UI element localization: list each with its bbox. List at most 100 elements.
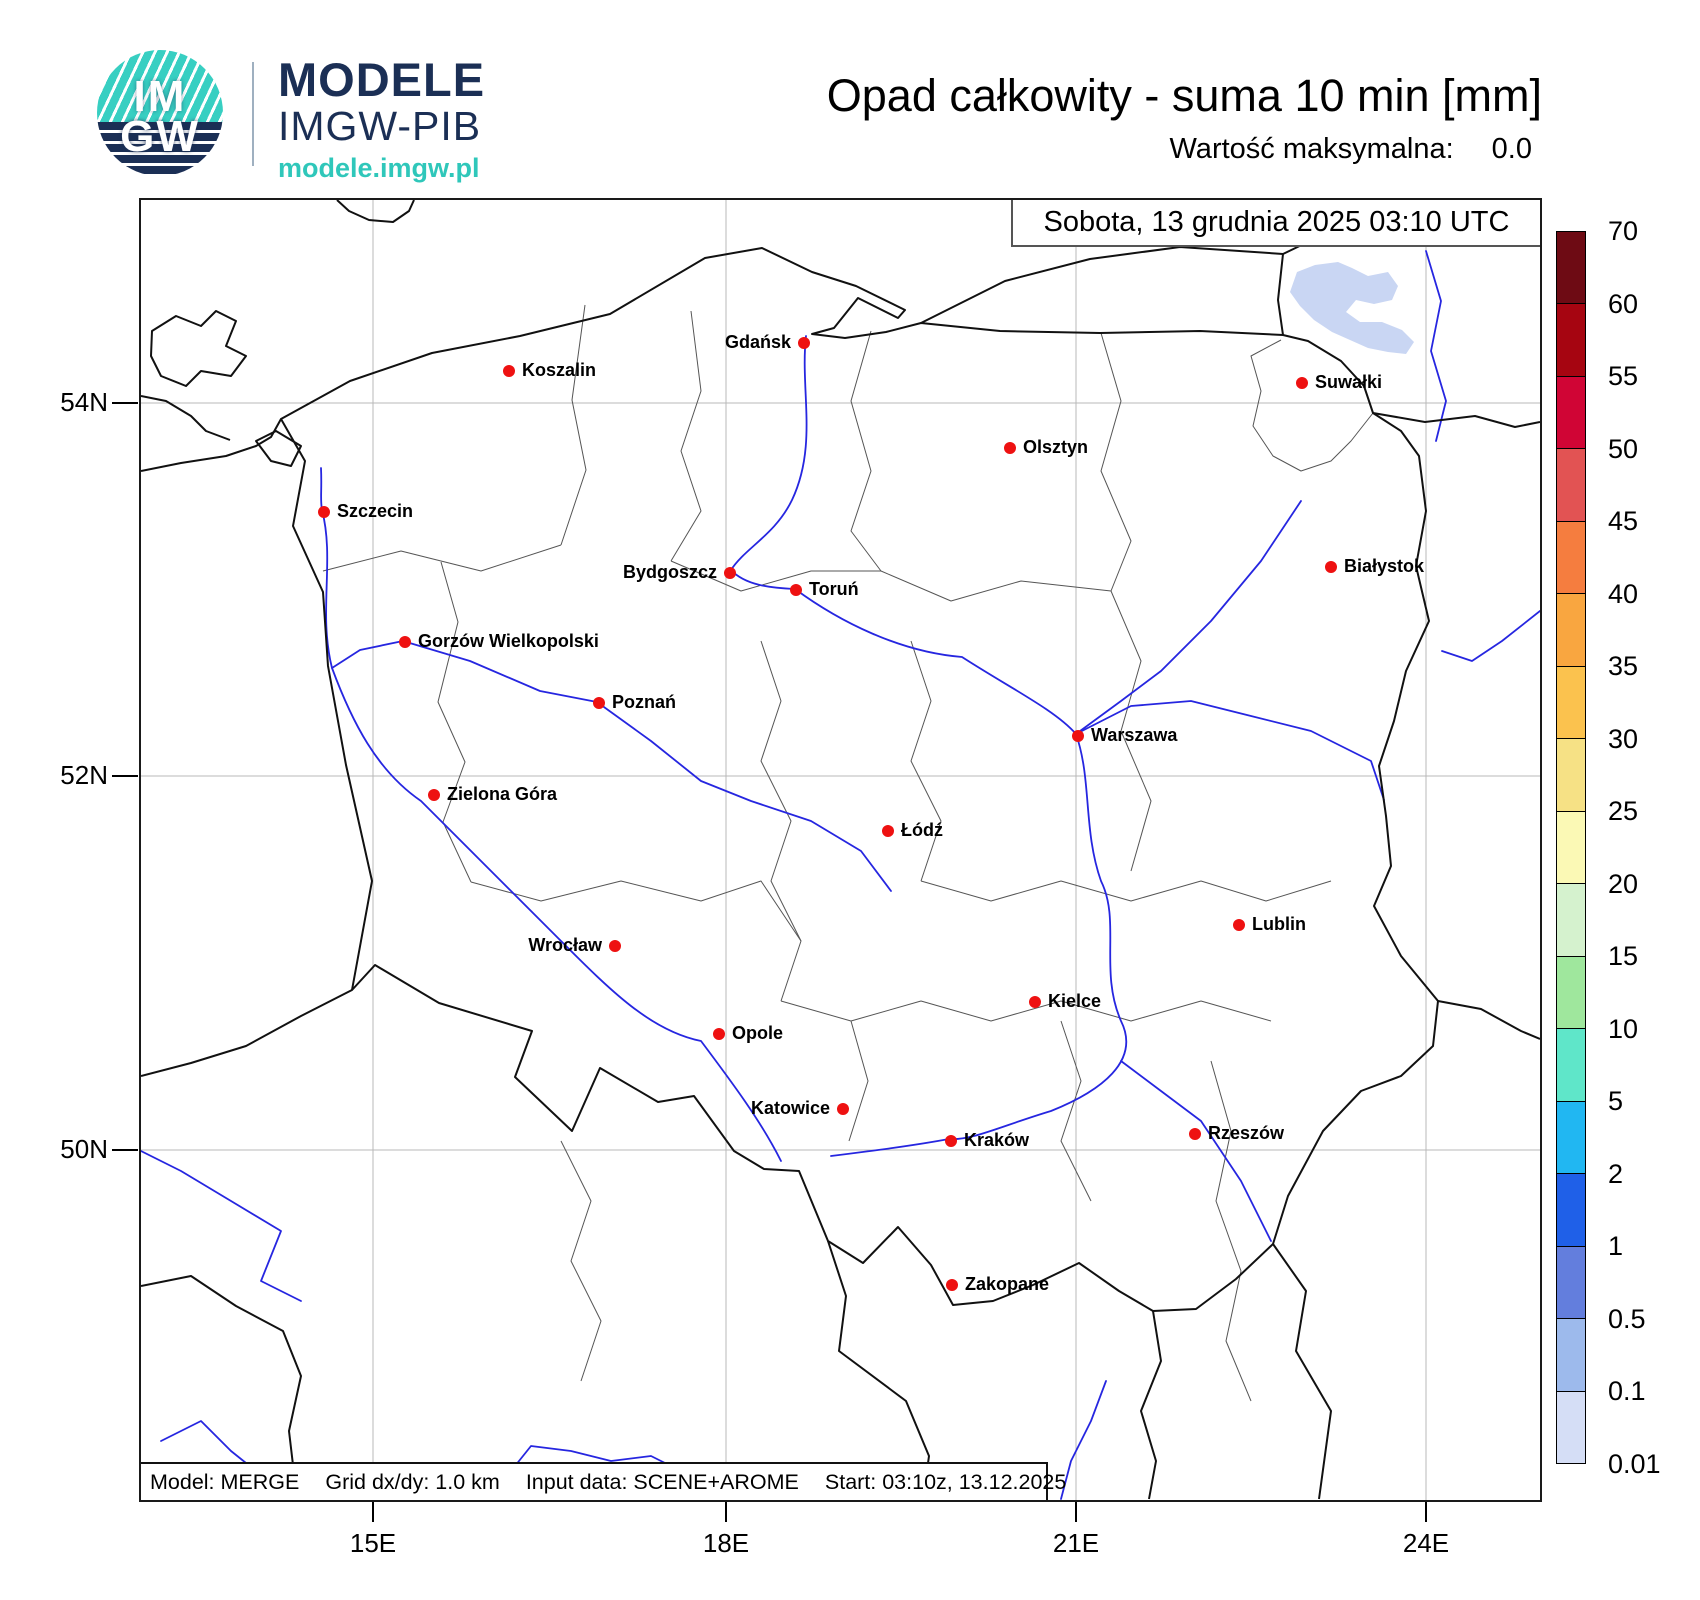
lat-tick-mark — [112, 1149, 138, 1151]
brand-subtitle: IMGW-PIB — [278, 102, 482, 149]
page-title: Opad całkowity - suma 10 min [mm] — [826, 70, 1542, 121]
colorbar-segment — [1557, 521, 1585, 595]
city-label: Warszawa — [1091, 725, 1178, 745]
lon-tick-label: 21E — [1052, 1528, 1100, 1558]
colorbar-segment — [1557, 304, 1585, 377]
lat-tick-label: 52N — [60, 760, 108, 790]
city-label: Katowice — [750, 1098, 830, 1118]
colorbar-segment — [1557, 1391, 1585, 1463]
max-value: 0.0 — [1491, 133, 1532, 165]
info-start: Start: 03:10z, 13.12.2025 — [824, 1469, 1067, 1494]
city-label: Szczecin — [337, 501, 414, 521]
city-label: Opole — [732, 1023, 784, 1043]
graticule — [141, 200, 1540, 1500]
city-dot-icon — [945, 1135, 957, 1147]
map-area: Sobota, 13 grudnia 2025 03:10 UTC Model:… — [139, 198, 1542, 1502]
logo-monogram-bottom: GW — [120, 112, 200, 161]
city-label: Lublin — [1252, 914, 1306, 934]
logo-divider — [252, 62, 254, 166]
city-label: Białystok — [1344, 556, 1425, 576]
city-dot-icon — [1072, 730, 1084, 742]
city-dot-icon — [503, 365, 515, 377]
colorbar — [1556, 231, 1586, 1464]
region-borders — [322, 304, 1374, 1402]
colorbar-tick-label: 2 — [1608, 1158, 1624, 1189]
colorbar-tick-label: 35 — [1608, 651, 1639, 682]
logo-monogram-top: IM — [133, 72, 187, 121]
datetime-box: Sobota, 13 grudnia 2025 03:10 UTC — [1011, 200, 1540, 247]
city-label: Suwałki — [1315, 372, 1383, 392]
city-dot-icon — [1029, 996, 1041, 1008]
city-label: Wrocław — [528, 935, 602, 955]
colorbar-segment — [1557, 666, 1585, 740]
colorbar-tick-label: 0.5 — [1608, 1303, 1646, 1334]
info-model: Model: MERGE — [150, 1469, 300, 1494]
colorbar-segment — [1557, 739, 1585, 812]
model-info-bar: Model: MERGE Grid dx/dy: 1.0 km Input da… — [141, 1462, 1066, 1500]
city-label: Gdańsk — [724, 332, 791, 352]
max-value-label: Wartość maksymalna: — [1169, 133, 1454, 165]
colorbar-segment — [1557, 376, 1585, 450]
city-dot-icon — [318, 506, 330, 518]
colorbar-tick-label: 55 — [1608, 361, 1639, 392]
info-grid: Grid dx/dy: 1.0 km — [325, 1469, 500, 1494]
rivers — [141, 250, 1540, 1500]
city-dot-icon — [593, 697, 605, 709]
city-dot-icon — [1189, 1128, 1201, 1140]
colorbar-segment — [1557, 1174, 1585, 1247]
city-label: Gorzów Wielkopolski — [418, 631, 599, 651]
colorbar-tick-label: 1 — [1608, 1231, 1624, 1262]
colorbar-tick-label: 50 — [1608, 433, 1639, 464]
imgw-logo-icon: IM GW — [97, 50, 223, 176]
colorbar-tick-label: 20 — [1608, 868, 1639, 899]
colorbar-tick-label: 0.1 — [1608, 1376, 1646, 1407]
map-canvas — [141, 200, 1540, 1500]
city-dot-icon — [399, 636, 411, 648]
city-dot-icon — [428, 789, 440, 801]
country-borders — [141, 200, 1540, 1500]
colorbar-tick-label: 70 — [1608, 216, 1639, 246]
city-label: Bydgoszcz — [622, 562, 717, 582]
city-dot-icon — [790, 584, 802, 596]
lon-tick-label: 18E — [702, 1528, 750, 1558]
city-label: Poznań — [612, 692, 677, 712]
colorbar-tick-label: 40 — [1608, 578, 1639, 609]
colorbar-segment — [1557, 594, 1585, 667]
city-label: Zakopane — [965, 1274, 1050, 1294]
city-dot-icon — [798, 337, 810, 349]
city-dot-icon — [1296, 377, 1308, 389]
city-label: Toruń — [809, 579, 859, 599]
city-label: Kraków — [964, 1130, 1030, 1150]
lat-tick-mark — [112, 402, 138, 404]
city-dot-icon — [882, 825, 894, 837]
lat-tick-label: 54N — [60, 387, 108, 417]
colorbar-segment — [1557, 811, 1585, 885]
lon-tick-mark — [1075, 1502, 1077, 1522]
lat-tick-mark — [112, 775, 138, 777]
brand-title: MODELE — [278, 53, 486, 106]
brand-url: modele.imgw.pl — [278, 152, 480, 183]
city-dot-icon — [713, 1028, 725, 1040]
city-dot-icon — [946, 1279, 958, 1291]
city-dot-icon — [837, 1103, 849, 1115]
colorbar-tick-label: 15 — [1608, 941, 1639, 972]
lon-tick-mark — [372, 1502, 374, 1522]
city-label: Kielce — [1048, 991, 1102, 1011]
max-value-line: Wartość maksymalna: 0.0 — [1170, 133, 1532, 166]
colorbar-tick-label: 10 — [1608, 1013, 1639, 1044]
info-input: Input data: SCENE+AROME — [525, 1469, 799, 1494]
colorbar-segment — [1557, 1319, 1585, 1392]
colorbar-segment — [1557, 1246, 1585, 1320]
brand-block: MODELE IMGW-PIB modele.imgw.pl — [278, 53, 486, 183]
lon-tick-label: 15E — [349, 1528, 397, 1558]
colorbar-tick-label: 25 — [1608, 796, 1639, 827]
city-label: Łódź — [901, 820, 943, 840]
city-label: Koszalin — [522, 360, 597, 380]
city-dot-icon — [724, 567, 736, 579]
colorbar-segment — [1557, 884, 1585, 957]
precip-patch — [1290, 262, 1414, 354]
colorbar-segment — [1557, 1101, 1585, 1175]
city-dot-icon — [1233, 919, 1245, 931]
lon-tick-mark — [725, 1502, 727, 1522]
